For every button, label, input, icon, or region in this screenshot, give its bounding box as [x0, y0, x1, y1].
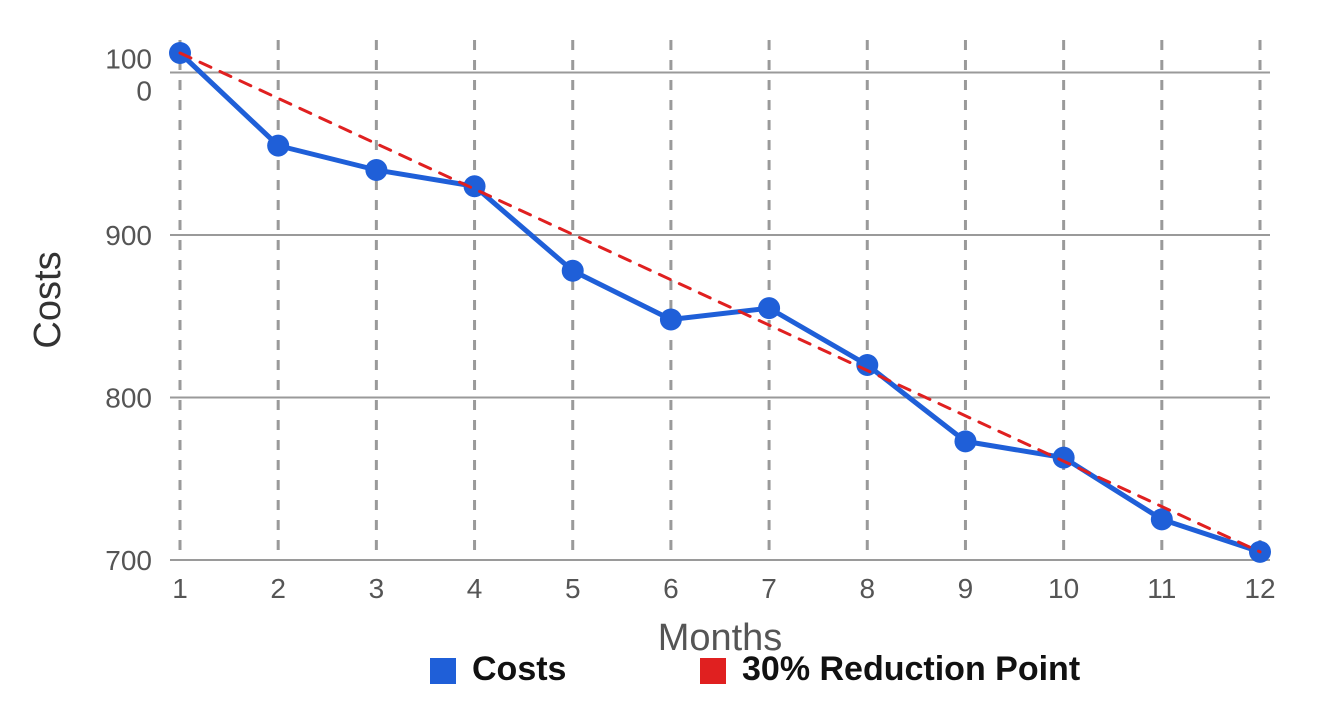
series-marker: [1053, 447, 1075, 469]
series-marker: [954, 430, 976, 452]
series-marker: [267, 135, 289, 157]
x-tick-label: 7: [761, 573, 777, 604]
x-tick-label: 9: [958, 573, 974, 604]
x-tick-label: 4: [467, 573, 483, 604]
series-marker: [856, 354, 878, 376]
chart-bg: [0, 0, 1318, 724]
x-tick-label: 5: [565, 573, 581, 604]
y-tick-label: 700: [105, 545, 152, 576]
legend-swatch: [430, 658, 456, 684]
y-tick-label: 900: [105, 220, 152, 251]
y-axis-label: Costs: [27, 251, 69, 348]
x-tick-label: 8: [859, 573, 875, 604]
legend-swatch: [700, 658, 726, 684]
x-tick-label: 1: [172, 573, 188, 604]
y-tick-label: 0: [136, 76, 152, 107]
x-tick-label: 12: [1244, 573, 1275, 604]
x-tick-label: 10: [1048, 573, 1079, 604]
x-tick-label: 11: [1147, 573, 1176, 604]
series-marker: [562, 260, 584, 282]
x-tick-label: 3: [369, 573, 385, 604]
series-marker: [1151, 508, 1173, 530]
x-tick-label: 2: [270, 573, 286, 604]
cost-line-chart: 7008009001000123456789101112MonthsCostsC…: [0, 0, 1318, 724]
legend-label: Costs: [472, 650, 566, 688]
y-tick-label: 100: [105, 44, 152, 75]
legend-label: 30% Reduction Point: [742, 650, 1080, 688]
series-marker: [758, 297, 780, 319]
chart-svg: 7008009001000123456789101112MonthsCostsC…: [0, 0, 1318, 724]
series-marker: [365, 159, 387, 181]
x-tick-label: 6: [663, 573, 679, 604]
y-tick-label: 800: [105, 383, 152, 414]
series-marker: [660, 309, 682, 331]
